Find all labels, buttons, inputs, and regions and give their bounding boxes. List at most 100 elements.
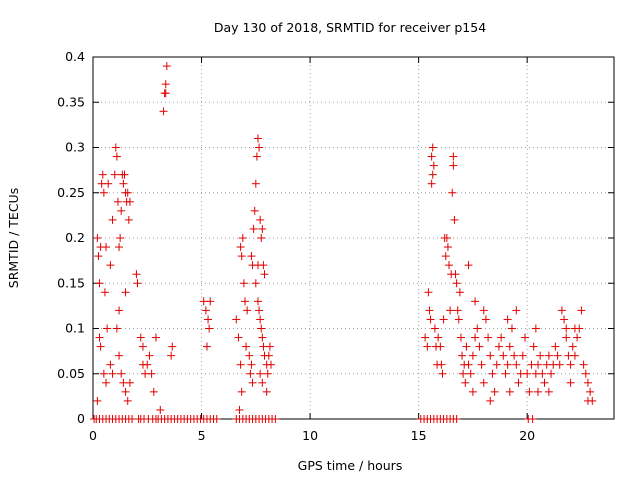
- y-tick-label: 0.15: [57, 275, 85, 290]
- data-point: [471, 297, 480, 306]
- data-point: [159, 107, 168, 116]
- data-point: [147, 369, 156, 378]
- data-point-zero: [528, 415, 537, 423]
- data-point: [436, 342, 445, 351]
- data-point: [120, 170, 129, 179]
- data-point: [531, 324, 540, 333]
- data-point: [560, 315, 569, 324]
- data-point: [583, 378, 592, 387]
- y-axis-label: SRMTID / TECUs: [6, 188, 21, 288]
- data-point: [494, 342, 503, 351]
- data-point: [421, 333, 430, 342]
- data-point: [151, 333, 160, 342]
- data-point: [246, 369, 255, 378]
- data-point: [256, 369, 265, 378]
- y-tick-label: 0.35: [57, 94, 85, 109]
- data-point: [115, 243, 124, 252]
- data-point: [115, 306, 124, 315]
- data-point: [108, 215, 117, 224]
- data-point: [242, 342, 251, 351]
- data-point: [488, 369, 497, 378]
- data-point: [112, 152, 121, 161]
- data-point: [551, 342, 560, 351]
- data-point: [583, 396, 592, 405]
- data-point: [168, 342, 177, 351]
- data-point: [581, 369, 590, 378]
- data-point: [501, 369, 510, 378]
- data-point: [497, 333, 506, 342]
- data-point: [566, 378, 575, 387]
- data-point: [240, 297, 249, 306]
- data-points: [90, 62, 597, 423]
- data-point: [464, 261, 473, 270]
- data-point: [256, 215, 265, 224]
- data-point: [123, 188, 132, 197]
- data-point: [249, 224, 258, 233]
- data-point: [464, 360, 473, 369]
- data-point: [518, 351, 527, 360]
- x-tick-label: 0: [89, 428, 97, 443]
- data-point: [121, 288, 130, 297]
- data-point: [112, 324, 121, 333]
- data-point: [263, 369, 272, 378]
- data-point: [94, 252, 103, 261]
- data-point: [260, 270, 269, 279]
- data-point: [507, 324, 516, 333]
- data-point: [438, 369, 447, 378]
- data-point: [106, 261, 115, 270]
- data-point: [237, 252, 246, 261]
- data-point: [562, 324, 571, 333]
- data-point: [430, 324, 439, 333]
- data-point: [568, 342, 577, 351]
- data-point: [445, 261, 454, 270]
- data-point: [98, 170, 107, 179]
- data-point: [99, 188, 108, 197]
- data-point: [544, 387, 553, 396]
- data-point: [121, 387, 130, 396]
- data-point: [525, 387, 534, 396]
- tick-labels: 0 0.05 0.1 0.15 0.2 0.25 0.3 0.35 0.4 0 5 10 15 20: [57, 49, 535, 443]
- data-point: [125, 378, 134, 387]
- data-point: [202, 342, 211, 351]
- data-point: [434, 333, 443, 342]
- data-point: [423, 342, 432, 351]
- data-point: [237, 387, 246, 396]
- data-point: [248, 378, 257, 387]
- axis-ticks: [92, 56, 614, 420]
- y-tick-label: 0: [77, 411, 85, 426]
- data-point: [479, 378, 488, 387]
- data-point: [258, 333, 267, 342]
- data-point: [475, 342, 484, 351]
- data-point: [523, 369, 532, 378]
- data-point: [486, 396, 495, 405]
- data-point: [117, 206, 126, 215]
- data-point: [162, 62, 171, 71]
- data-point: [586, 387, 595, 396]
- data-point: [459, 369, 468, 378]
- data-point: [116, 234, 125, 242]
- data-point: [484, 333, 493, 342]
- data-point: [449, 161, 458, 170]
- data-point: [143, 360, 152, 369]
- data-point: [117, 369, 126, 378]
- data-point: [455, 288, 464, 297]
- data-point: [256, 315, 265, 324]
- data-point: [426, 315, 435, 324]
- data-point: [145, 351, 154, 360]
- data-point: [264, 351, 273, 360]
- y-tick-label: 0.2: [65, 230, 85, 245]
- data-point: [111, 143, 120, 152]
- data-point: [477, 360, 486, 369]
- data-point: [577, 306, 586, 315]
- data-point: [250, 206, 259, 215]
- data-point: [238, 234, 247, 242]
- data-point: [448, 188, 457, 197]
- data-point: [573, 333, 582, 342]
- data-point: [247, 252, 256, 261]
- data-point: [93, 234, 102, 242]
- data-point: [481, 315, 490, 324]
- data-point-zero: [212, 415, 221, 423]
- data-point: [96, 342, 105, 351]
- data-point: [133, 279, 142, 288]
- data-point: [100, 288, 109, 297]
